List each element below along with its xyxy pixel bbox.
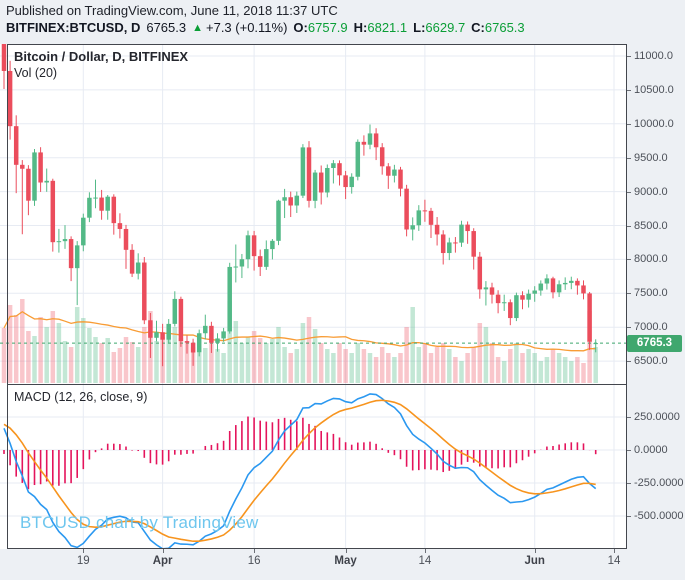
published-line: Published on TradingView.com, June 11, 2… [6, 3, 338, 18]
macd-axis-label: 250.0000 [634, 411, 680, 423]
time-axis-label: 14 [607, 555, 621, 567]
price-axis-tick [627, 123, 631, 125]
chart-title-legend: Bitcoin / Dollar, D, BITFINEX [14, 49, 189, 64]
open-label: O: [293, 20, 308, 35]
close-value: 6765.3 [484, 20, 525, 35]
time-axis-label: 19 [76, 555, 90, 567]
price-axis-tick [627, 361, 631, 363]
quote-line: BITFINEX:BTCUSD, D 6765.3 ▲ +7.3 (+0.11%… [6, 20, 525, 35]
open-value: 6757.9 [307, 20, 348, 35]
macd-axis-label: 0.0000 [634, 444, 668, 456]
price-axis-label: 10500.0 [634, 83, 674, 96]
macd-axis-tick [627, 417, 631, 418]
close-label: C: [471, 20, 485, 35]
time-axis-tick [345, 549, 347, 553]
time-axis-label: 14 [418, 555, 432, 567]
price-axis-tick [627, 89, 631, 91]
price-axis-tick [627, 293, 631, 295]
price-pane[interactable] [0, 44, 627, 384]
macd-axis-tick [627, 450, 631, 451]
price-axis-label: 7500.0 [634, 287, 668, 300]
macd-legend: MACD (12, 26, close, 9) [14, 390, 148, 404]
time-axis-label: 16 [247, 555, 261, 567]
price-axis-label: 9000.0 [634, 185, 668, 198]
macd-axis-tick [627, 516, 631, 517]
macd-axis-tick [627, 483, 631, 484]
tradingview-watermark-link[interactable]: BTCUSD chart by TradingView [20, 513, 259, 532]
macd-pane[interactable] [0, 384, 627, 549]
up-triangle-icon: ▲ [192, 21, 203, 34]
time-axis-tick [162, 549, 164, 553]
price-axis-label: 6500.0 [634, 355, 668, 368]
low-label: L: [413, 20, 426, 35]
time-axis-label: Apr [152, 555, 173, 567]
macd-axis-label: -250.0000 [634, 477, 684, 489]
price-axis-tick [627, 259, 631, 261]
price-axis-label: 7000.0 [634, 321, 668, 334]
time-axis-tick [83, 549, 85, 553]
volume-legend: Vol (20) [14, 66, 58, 80]
time-axis-tick [534, 549, 536, 553]
price-axis-tick [627, 157, 631, 159]
price-axis-tick [627, 56, 631, 57]
time-axis-tick [254, 549, 256, 553]
price-axis-tick [627, 191, 631, 193]
price-axis-label: 11000.0 [634, 50, 673, 62]
time-axis-tick [424, 549, 426, 553]
price-axis-label: 9500.0 [634, 151, 668, 164]
last-price-tag: 6765.3 [627, 335, 682, 352]
price-axis-label: 8000.0 [634, 253, 668, 266]
high-label: H: [353, 20, 368, 35]
time-axis-tick [614, 549, 615, 553]
price-axis-label: 10000.0 [634, 117, 674, 130]
high-value: 6821.1 [367, 20, 408, 35]
price-axis-tick [627, 327, 631, 329]
last-price: 6765.3 [146, 20, 187, 35]
time-axis-label: May [334, 555, 357, 567]
macd-axis-label: -500.0000 [634, 510, 684, 522]
symbol-label: BITFINEX:BTCUSD, D [6, 20, 141, 35]
low-value: 6629.7 [425, 20, 466, 35]
price-axis-label: 8500.0 [634, 219, 668, 232]
change-text: +7.3 (+0.11%) [206, 20, 288, 35]
price-axis-tick [627, 225, 631, 227]
time-axis-label: Jun [524, 555, 545, 567]
